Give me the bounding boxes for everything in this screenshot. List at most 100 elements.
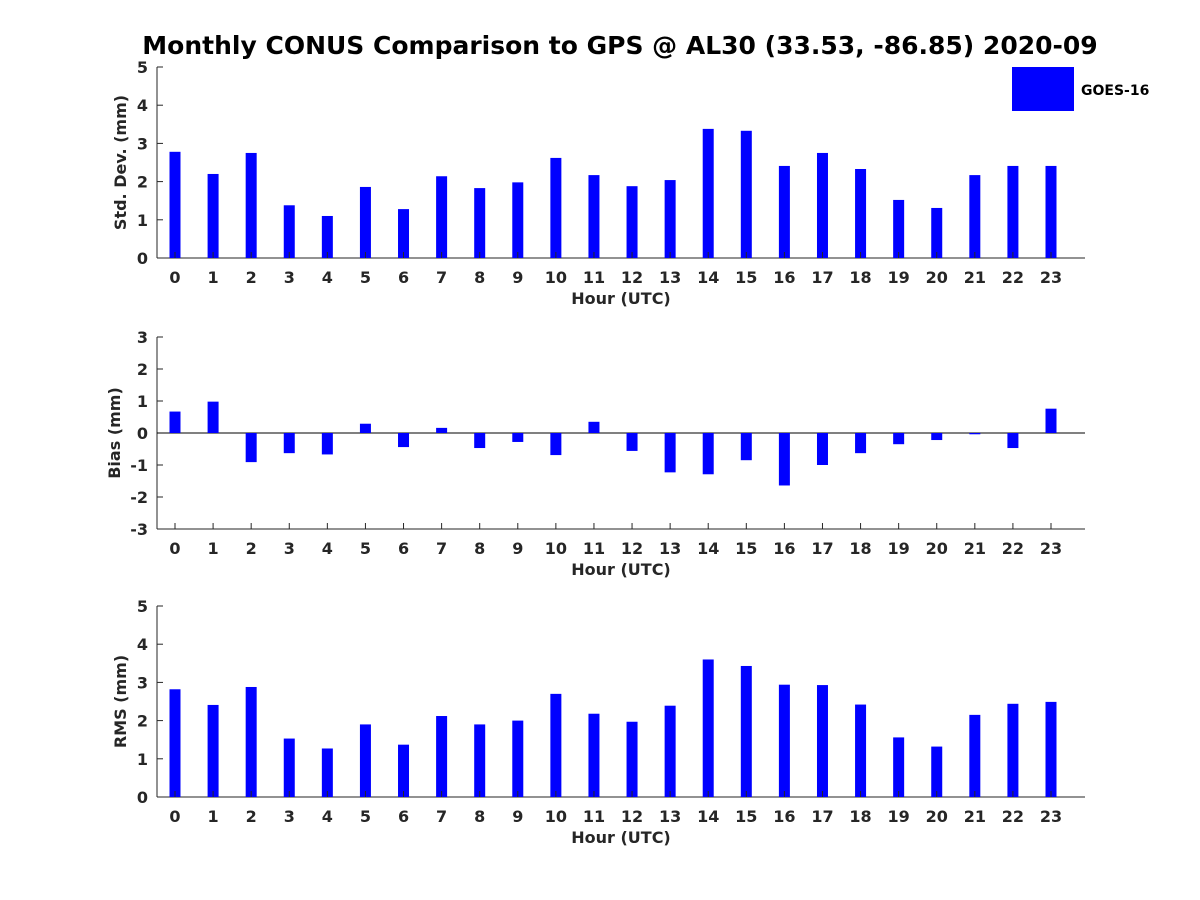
- bar-hour-14: [702, 659, 714, 797]
- bar-hour-1: [207, 401, 219, 433]
- x-tick-label: 8: [474, 539, 485, 558]
- bar-hour-23: [1045, 408, 1057, 433]
- x-tick-label: 10: [545, 539, 567, 558]
- x-tick-label: 22: [1002, 807, 1024, 826]
- y-tick-label: 3: [137, 134, 148, 153]
- bar-hour-8: [474, 188, 486, 258]
- bar-hour-21: [969, 175, 981, 258]
- x-tick-label: 12: [621, 539, 643, 558]
- x-tick-label: 0: [169, 539, 180, 558]
- bar-hour-20: [931, 433, 943, 441]
- x-tick-label: 2: [246, 268, 257, 287]
- bar-hour-10: [550, 433, 562, 456]
- x-tick-label: 11: [583, 539, 605, 558]
- x-tick-label: 23: [1040, 539, 1062, 558]
- bar-hour-16: [778, 165, 790, 258]
- legend-swatch: [1012, 67, 1074, 111]
- x-tick-label: 15: [735, 268, 757, 287]
- bar-hour-8: [474, 433, 486, 449]
- x-tick-label: 23: [1040, 268, 1062, 287]
- bar-hour-16: [778, 684, 790, 797]
- bar-hour-4: [321, 433, 333, 455]
- bar-hour-10: [550, 157, 562, 258]
- bar-hour-11: [588, 421, 600, 433]
- x-tick-label: 13: [659, 539, 681, 558]
- bar-hour-15: [740, 665, 752, 797]
- bar-hour-21: [969, 433, 981, 435]
- x-tick-label: 5: [360, 268, 371, 287]
- bar-hour-15: [740, 433, 752, 461]
- bar-hour-15: [740, 130, 752, 258]
- bar-hour-13: [664, 705, 676, 797]
- x-tick-label: 23: [1040, 807, 1062, 826]
- x-tick-label: 16: [773, 539, 795, 558]
- bar-hour-19: [893, 199, 905, 258]
- x-tick-label: 6: [398, 268, 409, 287]
- x-tick-label: 2: [246, 539, 257, 558]
- bar-hour-11: [588, 713, 600, 797]
- bar-hour-16: [778, 433, 790, 486]
- x-tick-label: 9: [512, 807, 523, 826]
- x-tick-label: 9: [512, 268, 523, 287]
- chart-title: Monthly CONUS Comparison to GPS @ AL30 (…: [142, 31, 1097, 60]
- x-tick-label: 13: [659, 807, 681, 826]
- bar-hour-3: [283, 205, 295, 258]
- x-tick-label: 0: [169, 268, 180, 287]
- bar-hour-12: [626, 433, 638, 451]
- y-tick-label: -1: [130, 456, 148, 475]
- x-tick-label: 8: [474, 268, 485, 287]
- y-tick-label: 4: [137, 96, 148, 115]
- y-tick-label: 1: [137, 750, 148, 769]
- x-tick-label: 3: [284, 539, 295, 558]
- y-tick-label: 1: [137, 392, 148, 411]
- x-tick-label: 14: [697, 268, 719, 287]
- x-tick-label: 1: [208, 807, 219, 826]
- bar-hour-5: [359, 186, 371, 258]
- bar-hour-2: [245, 152, 257, 258]
- x-tick-label: 18: [849, 807, 871, 826]
- x-tick-label: 18: [849, 268, 871, 287]
- bar-hour-17: [816, 152, 828, 258]
- bar-hour-5: [359, 423, 371, 433]
- x-tick-label: 15: [735, 539, 757, 558]
- x-tick-label: 2: [246, 807, 257, 826]
- y-tick-label: 5: [137, 597, 148, 616]
- x-tick-label: 7: [436, 539, 447, 558]
- x-tick-label: 19: [888, 807, 910, 826]
- x-tick-label: 4: [322, 539, 333, 558]
- x-axis-label: Hour (UTC): [571, 289, 671, 308]
- x-tick-label: 21: [964, 539, 986, 558]
- bar-hour-18: [855, 704, 867, 797]
- y-axis-label: Std. Dev. (mm): [111, 95, 130, 230]
- x-tick-label: 21: [964, 807, 986, 826]
- bar-hour-7: [436, 427, 448, 433]
- x-tick-label: 16: [773, 268, 795, 287]
- x-tick-label: 3: [284, 268, 295, 287]
- x-tick-label: 0: [169, 807, 180, 826]
- x-tick-label: 20: [926, 807, 948, 826]
- x-tick-label: 3: [284, 807, 295, 826]
- x-tick-label: 11: [583, 807, 605, 826]
- x-tick-label: 21: [964, 268, 986, 287]
- bar-hour-19: [893, 737, 905, 797]
- bar-hour-13: [664, 433, 676, 473]
- bar-hour-17: [816, 433, 828, 465]
- bar-hour-20: [931, 207, 943, 258]
- y-tick-label: 2: [137, 360, 148, 379]
- bar-hour-19: [893, 433, 905, 445]
- y-tick-label: 2: [137, 173, 148, 192]
- bar-hour-12: [626, 186, 638, 258]
- x-tick-label: 12: [621, 268, 643, 287]
- bar-hour-11: [588, 175, 600, 258]
- bar-hour-9: [512, 182, 524, 258]
- y-tick-label: 3: [137, 673, 148, 692]
- bar-hour-6: [398, 433, 410, 448]
- bar-hour-23: [1045, 701, 1057, 797]
- bar-hour-13: [664, 180, 676, 258]
- bar-hour-22: [1007, 433, 1019, 449]
- x-tick-label: 12: [621, 807, 643, 826]
